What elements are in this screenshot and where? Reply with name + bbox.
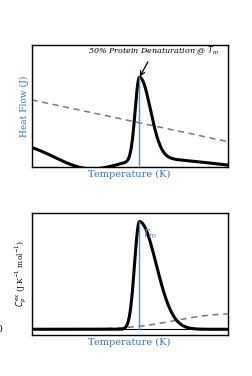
X-axis label: Temperature (K): Temperature (K)	[88, 170, 170, 179]
Text: $T_m$: $T_m$	[142, 227, 157, 241]
Y-axis label: $C_{p}^{ex}$ (J K$^{-1}$ mol$^{-1}$): $C_{p}^{ex}$ (J K$^{-1}$ mol$^{-1}$)	[13, 240, 29, 307]
X-axis label: Temperature (K): Temperature (K)	[88, 337, 170, 347]
Y-axis label: Heat Flow (J): Heat Flow (J)	[20, 75, 29, 136]
Text: 0: 0	[0, 325, 2, 334]
Text: 50% Protein Denaturation @ $T_m$: 50% Protein Denaturation @ $T_m$	[88, 44, 219, 76]
